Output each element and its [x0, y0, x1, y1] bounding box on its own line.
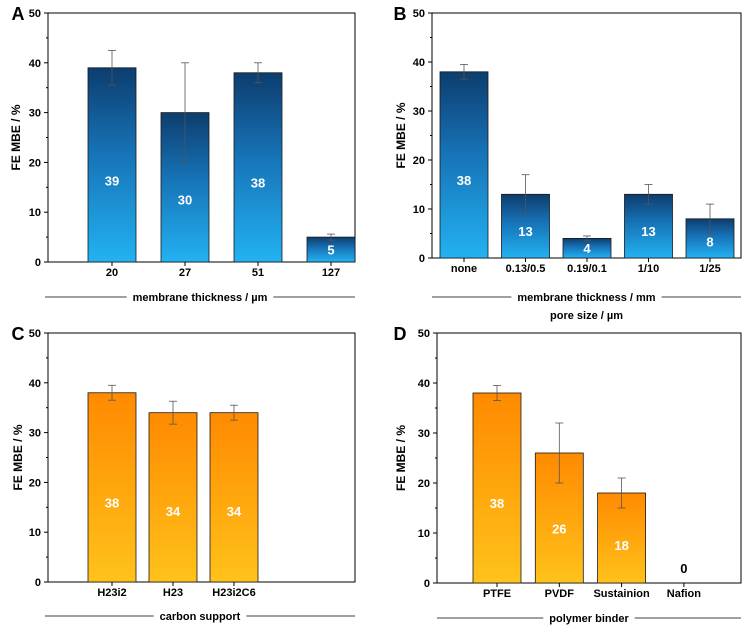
x-tick-label-a-51: 51: [252, 267, 264, 279]
x-axis-title-a: membrane thickness / µm: [133, 292, 268, 304]
y-tick-label-c: 20: [29, 477, 41, 489]
y-tick-label-d: 40: [418, 378, 430, 390]
y-tick-label-b: 20: [413, 155, 425, 167]
y-tick-label-d: 50: [418, 328, 430, 340]
bar-a-127: [306, 236, 356, 263]
y-tick-label-d: 0: [424, 578, 430, 590]
bar-b-none: [439, 71, 489, 259]
value-label-b-0.13/0.5: 13: [518, 224, 532, 239]
value-label-b-1/10: 13: [641, 224, 655, 239]
value-label-a-20: 39: [105, 173, 119, 188]
x-tick-label-c-H23i2: H23i2: [97, 587, 126, 599]
y-tick-label-c: 30: [29, 428, 41, 440]
bar-a-20: [87, 67, 137, 263]
y-tick-label-c: 40: [29, 378, 41, 390]
y-tick-label-a: 0: [35, 257, 41, 269]
y-tick-label-d: 10: [418, 528, 430, 540]
bar-c-H23i2C6: [209, 412, 259, 583]
x-axis-title-b: membrane thickness / mm: [517, 292, 655, 304]
y-tick-label-c: 10: [29, 527, 41, 539]
panel-a-label: A: [12, 4, 25, 24]
value-label-b-0.19/0.1: 4: [583, 241, 591, 256]
y-tick-label-b: 50: [413, 8, 425, 20]
value-label-b-none: 38: [457, 173, 471, 188]
bar-c-H23i2: [87, 392, 137, 583]
bar-a-51: [233, 72, 283, 263]
x-tick-label-d-Sustainion: Sustainion: [593, 588, 650, 600]
panel-c-label: C: [12, 324, 25, 344]
x-tick-label-d-PTFE: PTFE: [483, 588, 511, 600]
x-tick-label-b-1/25: 1/25: [699, 263, 720, 275]
x-axis-title-d: polymer binder: [549, 613, 629, 625]
x-tick-label-b-1/10: 1/10: [638, 263, 659, 275]
x-tick-label-a-20: 20: [106, 267, 118, 279]
panel-d-label: D: [394, 324, 407, 344]
panel-b-label: B: [394, 4, 407, 24]
x-axis-title-c: carbon support: [160, 611, 241, 623]
y-axis-title-a: FE MBE / %: [9, 104, 23, 170]
y-axis-title-d: FE MBE / %: [394, 425, 408, 491]
x-tick-label-c-H23i2C6: H23i2C6: [212, 587, 255, 599]
value-label-d-Nafion: 0: [680, 561, 687, 576]
y-tick-label-b: 0: [419, 253, 425, 265]
bar-d-PTFE: [472, 392, 522, 584]
value-label-d-PTFE: 38: [490, 496, 504, 511]
value-label-d-Sustainion: 18: [614, 538, 628, 553]
y-tick-label-d: 20: [418, 478, 430, 490]
value-label-a-127: 5: [327, 243, 334, 258]
y-tick-label-a: 20: [29, 157, 41, 169]
y-tick-label-b: 30: [413, 106, 425, 118]
x-tick-label-d-Nafion: Nafion: [667, 588, 702, 600]
y-tick-label-c: 50: [29, 328, 41, 340]
x-tick-label-a-27: 27: [179, 267, 191, 279]
y-axis-title-b: FE MBE / %: [394, 102, 408, 168]
value-label-d-PVDF: 26: [552, 521, 566, 536]
value-label-a-27: 30: [178, 192, 192, 207]
y-tick-label-a: 50: [29, 8, 41, 20]
x-tick-label-a-127: 127: [322, 267, 340, 279]
x-tick-label-c-H23: H23: [163, 587, 183, 599]
value-label-c-H23i2: 38: [105, 496, 119, 511]
value-label-a-51: 38: [251, 176, 265, 191]
x-tick-label-b-0.19/0.1: 0.19/0.1: [567, 263, 607, 275]
y-tick-label-d: 30: [418, 428, 430, 440]
value-label-c-H23i2C6: 34: [227, 504, 242, 519]
y-tick-label-a: 30: [29, 108, 41, 120]
x-tick-label-d-PVDF: PVDF: [545, 588, 575, 600]
y-axis-title-c: FE MBE / %: [11, 424, 25, 490]
value-label-b-1/25: 8: [706, 235, 713, 250]
y-tick-label-b: 40: [413, 57, 425, 69]
y-tick-label-b: 10: [413, 204, 425, 216]
x-tick-label-b-0.13/0.5: 0.13/0.5: [506, 263, 546, 275]
x-axis-title-b-2: pore size / µm: [550, 310, 623, 322]
y-tick-label-a: 40: [29, 58, 41, 70]
y-tick-label-c: 0: [35, 577, 41, 589]
bar-c-H23: [148, 412, 198, 583]
y-tick-label-a: 10: [29, 207, 41, 219]
x-tick-label-b-none: none: [451, 263, 477, 275]
value-label-c-H23: 34: [166, 504, 181, 519]
